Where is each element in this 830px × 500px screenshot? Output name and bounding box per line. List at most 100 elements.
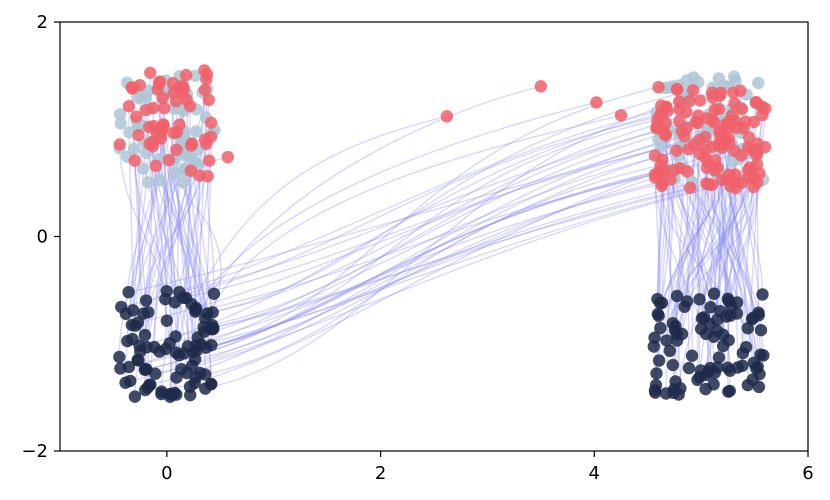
source-point	[122, 285, 135, 299]
target-point	[735, 102, 749, 116]
reference-point	[142, 176, 155, 189]
source-point	[722, 334, 735, 347]
outlier-point	[440, 110, 454, 123]
target-point	[700, 177, 713, 190]
flow-line	[691, 145, 695, 356]
target-point	[655, 179, 668, 192]
source-point	[114, 362, 127, 375]
flow-line	[195, 167, 681, 313]
source-point	[655, 296, 669, 310]
target-point	[652, 81, 665, 94]
source-point	[693, 293, 706, 306]
source-point	[188, 376, 201, 390]
flow-line	[181, 178, 671, 370]
flow-line	[653, 184, 710, 347]
target-point	[153, 75, 167, 88]
flow-line	[664, 122, 733, 307]
source-point	[165, 388, 179, 401]
flow-line	[200, 187, 691, 346]
flow-line	[194, 137, 729, 360]
target-point	[735, 176, 749, 189]
source-point	[204, 377, 218, 391]
x-tick-label: 2	[375, 463, 386, 484]
source-point	[172, 349, 186, 362]
target-point	[650, 120, 663, 133]
source-point	[169, 330, 182, 343]
source-point	[741, 322, 755, 335]
flow-line	[661, 174, 682, 389]
flow-line	[183, 139, 700, 299]
target-point	[681, 165, 694, 178]
flow-line	[128, 127, 744, 293]
target-point	[683, 94, 696, 108]
source-point	[680, 295, 694, 308]
flow-line	[196, 164, 661, 378]
flow-line	[705, 188, 737, 375]
source-point	[654, 321, 667, 335]
flow-line	[207, 176, 215, 294]
target-point	[727, 86, 740, 99]
target-point	[713, 125, 727, 138]
source-point	[198, 312, 212, 325]
flow-line	[704, 149, 755, 363]
flow-line	[146, 171, 660, 371]
target-point	[743, 161, 756, 174]
source-point	[682, 361, 696, 375]
plot-area	[113, 64, 772, 403]
target-points	[113, 64, 772, 195]
target-point	[200, 73, 213, 86]
target-point	[201, 170, 214, 183]
source-point	[652, 354, 666, 367]
target-point	[667, 163, 680, 177]
target-point	[113, 138, 126, 151]
source-point	[181, 340, 195, 353]
flow-line	[134, 125, 165, 326]
source-point	[180, 366, 194, 380]
y-tick-label: −2	[21, 441, 48, 462]
flow-line	[175, 179, 728, 338]
flow-line	[727, 127, 739, 368]
flow-line	[189, 101, 597, 320]
target-point	[655, 99, 668, 112]
target-point	[128, 154, 141, 167]
flow-line	[207, 89, 694, 315]
source-point	[659, 387, 673, 400]
flow-line	[724, 139, 761, 375]
target-point	[162, 153, 176, 167]
source-point	[650, 367, 663, 380]
flow-line	[137, 120, 746, 324]
flow-line	[193, 86, 659, 353]
target-point	[204, 116, 218, 129]
target-point	[728, 114, 742, 128]
reference-point	[176, 176, 190, 189]
reference-point	[188, 69, 202, 83]
target-point	[713, 89, 727, 103]
source-point	[160, 284, 173, 298]
reference-point	[752, 76, 765, 90]
target-point	[648, 149, 662, 162]
source-point	[731, 361, 744, 374]
flow-line	[169, 175, 201, 397]
target-point	[742, 140, 755, 154]
source-point	[752, 306, 765, 319]
target-point	[203, 154, 216, 167]
flow-line	[118, 165, 157, 357]
source-point	[660, 334, 673, 347]
target-point	[715, 173, 729, 187]
source-point	[719, 310, 733, 323]
source-point	[144, 378, 157, 391]
outlier-point	[221, 150, 234, 164]
source-point	[752, 380, 766, 394]
target-point	[678, 130, 691, 143]
source-point	[697, 311, 711, 324]
outlier-point	[534, 80, 548, 93]
source-point	[730, 307, 744, 320]
target-point	[670, 144, 683, 157]
flow-line	[160, 122, 212, 395]
source-point	[183, 388, 197, 402]
target-point	[132, 129, 145, 142]
target-point	[157, 118, 170, 131]
source-point	[121, 334, 134, 348]
source-point	[711, 361, 724, 374]
flow-line	[196, 124, 726, 352]
